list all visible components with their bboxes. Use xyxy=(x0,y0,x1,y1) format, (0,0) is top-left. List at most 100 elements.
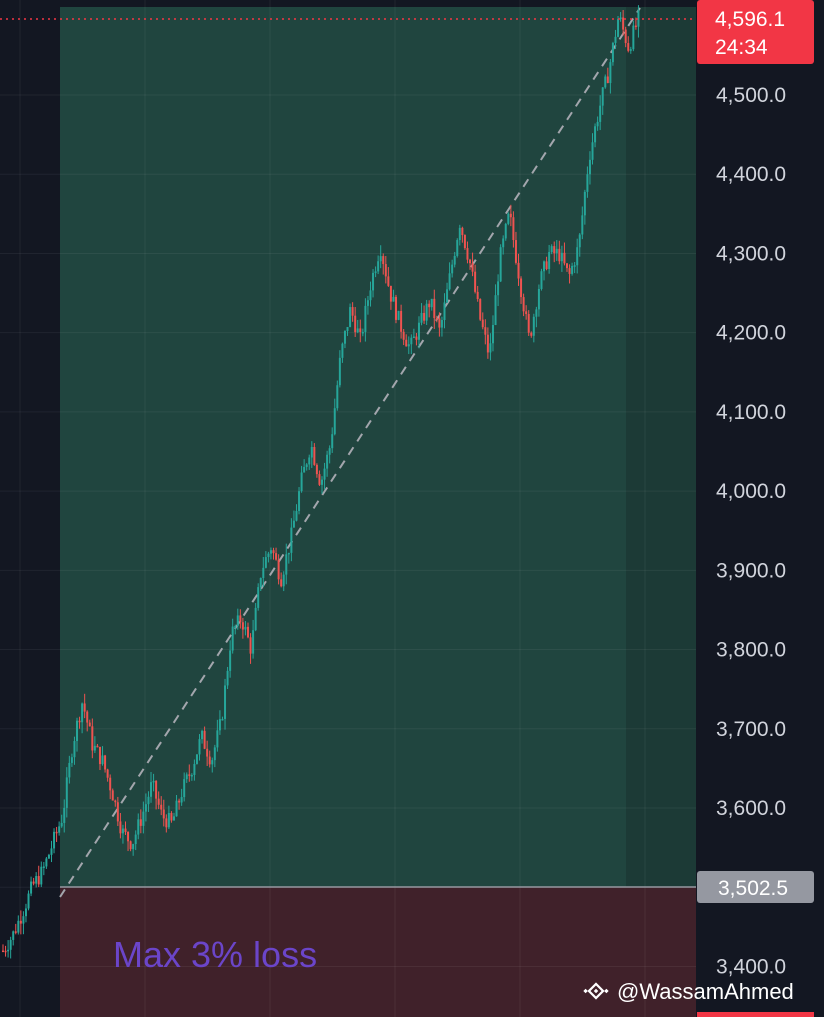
candle xyxy=(267,551,270,563)
candle xyxy=(104,754,107,773)
candle xyxy=(252,619,255,659)
candle xyxy=(578,233,581,257)
candle xyxy=(443,293,446,329)
candle xyxy=(609,58,612,94)
profit-zone-future xyxy=(626,7,696,887)
candle xyxy=(435,315,438,323)
candle xyxy=(512,211,515,248)
candle xyxy=(308,454,311,470)
candle xyxy=(63,799,66,833)
candle xyxy=(60,814,63,828)
candle xyxy=(32,877,35,886)
candle xyxy=(326,450,329,477)
candle xyxy=(40,861,43,888)
candle xyxy=(264,551,267,569)
candle xyxy=(17,915,20,935)
binance-logo-icon xyxy=(583,982,609,1000)
y-axis-tick-label: 4,000.0 xyxy=(716,480,786,503)
candle xyxy=(576,238,579,274)
candle xyxy=(137,813,140,840)
candle xyxy=(290,518,293,562)
candle xyxy=(47,853,50,859)
candle xyxy=(558,240,561,265)
candle xyxy=(451,259,454,278)
candle xyxy=(224,678,227,730)
y-axis-tick-labels: 4,500.0 4,400.0 4,300.0 4,200.0 4,100.0 4,000… xyxy=(716,84,786,978)
candle xyxy=(78,716,81,729)
candle xyxy=(303,459,306,473)
candle xyxy=(262,557,265,588)
candle xyxy=(88,719,91,727)
candle xyxy=(463,234,466,250)
candle xyxy=(366,295,369,315)
candle xyxy=(581,206,584,240)
candle xyxy=(361,328,364,337)
candle xyxy=(486,327,489,359)
candle xyxy=(354,306,357,337)
candle xyxy=(119,813,122,839)
candle xyxy=(372,269,375,298)
candle xyxy=(249,633,252,664)
candle xyxy=(83,693,86,719)
candle xyxy=(129,840,132,852)
candle xyxy=(586,166,589,198)
candle xyxy=(461,226,464,243)
candle xyxy=(565,263,568,272)
candle xyxy=(479,298,482,322)
candle xyxy=(127,831,130,852)
candle xyxy=(384,256,387,284)
loss-zone xyxy=(60,887,696,1017)
candlestick-series xyxy=(2,5,640,959)
candle xyxy=(410,334,413,355)
candle xyxy=(588,151,591,185)
candle xyxy=(446,282,449,303)
candle xyxy=(30,876,33,897)
candle xyxy=(155,780,158,810)
candle xyxy=(172,812,175,821)
candle xyxy=(65,767,68,818)
candle xyxy=(407,336,410,355)
candle xyxy=(387,267,390,287)
candle xyxy=(295,504,298,522)
candle xyxy=(336,380,339,411)
candle xyxy=(364,298,367,342)
candle xyxy=(315,463,318,478)
candle xyxy=(550,244,553,255)
price-axis-background xyxy=(696,0,824,1017)
candle xyxy=(229,640,232,678)
profit-zone xyxy=(60,7,696,887)
candle xyxy=(280,572,283,588)
candle xyxy=(514,231,517,265)
candle xyxy=(246,622,249,639)
candle xyxy=(448,262,451,291)
candle xyxy=(193,759,196,781)
candle xyxy=(611,41,614,66)
candle xyxy=(520,276,523,304)
candle xyxy=(537,284,540,317)
candle xyxy=(469,258,472,270)
candle xyxy=(351,302,354,322)
candle xyxy=(4,945,7,957)
candle xyxy=(259,577,262,592)
candle xyxy=(632,20,635,52)
candle xyxy=(91,718,94,759)
candle xyxy=(497,274,500,307)
candle xyxy=(428,300,431,318)
candle xyxy=(147,791,150,812)
candle xyxy=(195,754,198,765)
candle xyxy=(226,666,229,690)
candle xyxy=(254,603,257,632)
candle xyxy=(481,312,484,330)
candle xyxy=(466,241,469,264)
candle xyxy=(244,621,247,636)
candle xyxy=(287,552,290,564)
candle xyxy=(305,463,308,471)
candle xyxy=(417,316,420,349)
candle xyxy=(236,608,239,630)
candle xyxy=(7,940,10,958)
y-axis-tick-label: 3,400.0 xyxy=(716,955,786,978)
candle xyxy=(86,710,89,732)
candle xyxy=(491,315,494,352)
candle xyxy=(560,245,563,272)
